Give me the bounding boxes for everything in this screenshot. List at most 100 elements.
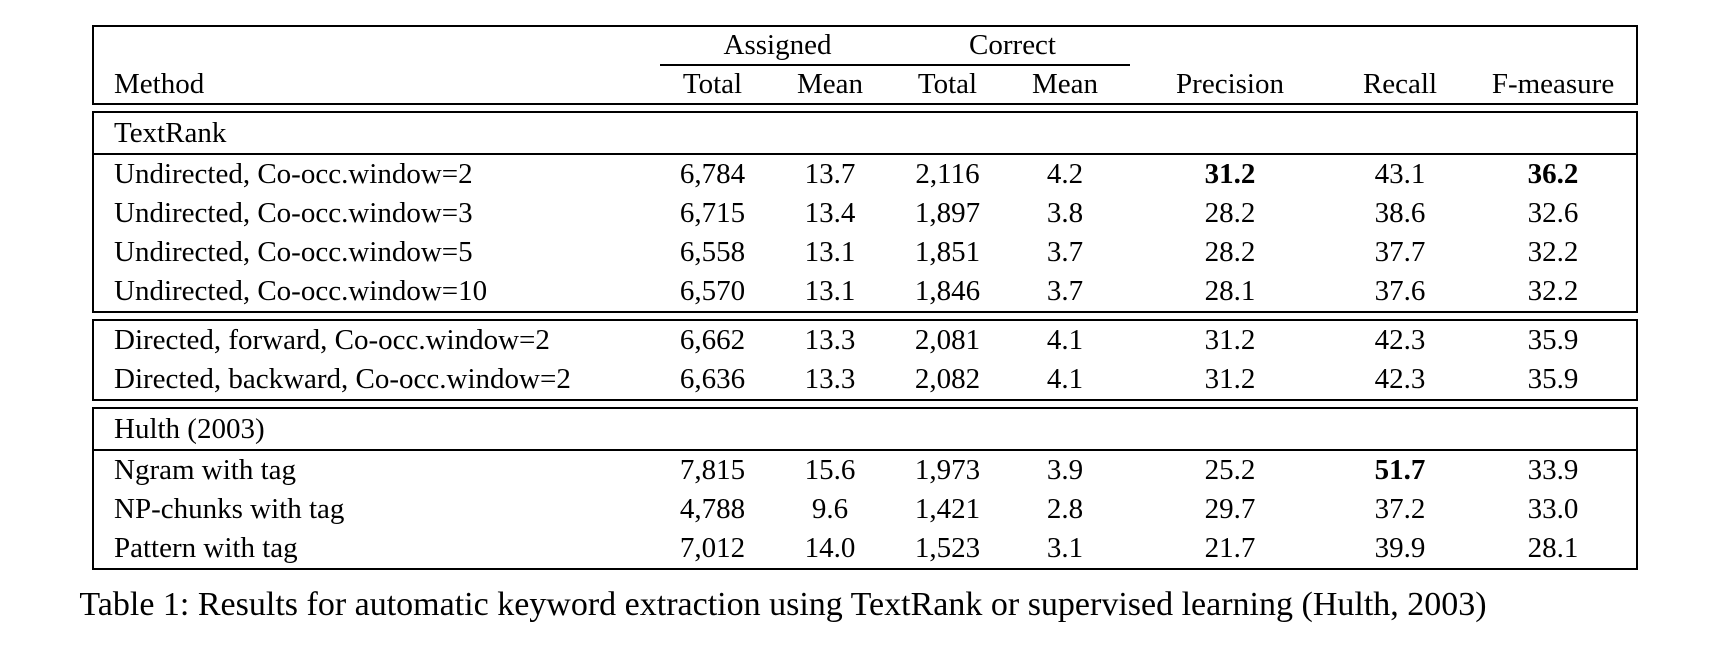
- table-header-box: Assigned Correct Method Total Mean Total…: [92, 25, 1638, 105]
- header-correct-mean: Mean: [1032, 68, 1099, 100]
- assigned-total-cell: 6,558: [679, 236, 746, 268]
- hulth-section-box: Hulth (2003) Ngram with tag 7,815 15.6 1…: [92, 407, 1638, 570]
- f-measure-cell: 35.9: [1527, 363, 1579, 395]
- correct-total-cell: 2,116: [915, 158, 980, 190]
- f-measure-cell: 32.2: [1527, 275, 1579, 307]
- correct-total-cell: 2,082: [914, 363, 981, 395]
- method-cell: Directed, backward, Co-occ.window=2: [114, 363, 571, 395]
- header-spacer: [1470, 27, 1636, 65]
- precision-cell: 28.2: [1204, 197, 1256, 229]
- assigned-mean-cell: 13.1: [804, 236, 856, 268]
- correct-mean-cell: 4.1: [1046, 363, 1084, 395]
- header-assigned-mean: Mean: [796, 68, 864, 100]
- section-label-row: Hulth (2003): [94, 409, 1636, 451]
- header-group-correct: Correct: [895, 27, 1131, 66]
- method-cell: NP-chunks with tag: [114, 493, 345, 525]
- correct-total-cell: 1,897: [914, 197, 981, 229]
- method-cell: Undirected, Co-occ.window=5: [114, 236, 473, 268]
- hulth-table: Hulth (2003) Ngram with tag 7,815 15.6 1…: [94, 409, 1636, 568]
- header-correct-total: Total: [917, 68, 978, 100]
- recall-cell: 51.7: [1374, 454, 1426, 486]
- header-table: Assigned Correct Method Total Mean Total…: [94, 27, 1636, 103]
- correct-total-cell: 1,421: [914, 493, 981, 525]
- assigned-total-cell: 6,784: [679, 158, 746, 190]
- header-f-measure: F-measure: [1491, 67, 1615, 100]
- correct-total-cell: 1,846: [914, 275, 981, 307]
- header-recall: Recall: [1362, 67, 1438, 100]
- correct-mean-cell: 4.1: [1046, 324, 1084, 356]
- table-row: Directed, forward, Co-occ.window=2 6,662…: [94, 321, 1636, 360]
- assigned-total-cell: 4,788: [679, 493, 746, 525]
- assigned-total-cell: 7,012: [679, 532, 746, 564]
- table-caption: Table 1: Results for automatic keyword e…: [79, 586, 1487, 623]
- f-measure-cell: 32.6: [1527, 197, 1579, 229]
- textrank-section-box: TextRank Undirected, Co-occ.window=2 6,7…: [92, 111, 1638, 313]
- header-columns-row: Method Total Mean Total Mean Precision R…: [94, 65, 1636, 103]
- assigned-mean-cell: 13.3: [804, 324, 856, 356]
- precision-cell: 28.1: [1204, 275, 1256, 307]
- assigned-mean-cell: 13.7: [804, 158, 856, 190]
- assigned-mean-cell: 13.1: [804, 275, 856, 307]
- correct-total-cell: 1,851: [914, 236, 981, 268]
- correct-mean-cell: 3.7: [1046, 275, 1084, 307]
- correct-mean-cell: 4.2: [1046, 158, 1084, 190]
- precision-cell: 28.2: [1204, 236, 1256, 268]
- precision-cell: 29.7: [1204, 493, 1256, 525]
- section-label-hulth: Hulth (2003): [94, 409, 1636, 451]
- precision-cell: 31.2: [1204, 363, 1256, 395]
- method-cell: Ngram with tag: [114, 454, 297, 486]
- f-measure-cell: 33.0: [1527, 493, 1579, 525]
- recall-cell: 42.3: [1374, 363, 1426, 395]
- table-row: Undirected, Co-occ.window=10 6,570 13.1 …: [94, 272, 1636, 311]
- assigned-total-cell: 6,662: [679, 324, 746, 356]
- table-row: Directed, backward, Co-occ.window=2 6,63…: [94, 360, 1636, 399]
- directed-table: Directed, forward, Co-occ.window=2 6,662…: [94, 321, 1636, 399]
- assigned-mean-cell: 13.4: [804, 197, 856, 229]
- header-group-assigned: Assigned: [660, 27, 896, 66]
- table-row: Undirected, Co-occ.window=2 6,784 13.7 2…: [94, 154, 1636, 194]
- header-spacer: [1330, 27, 1470, 65]
- assigned-mean-cell: 14.0: [804, 532, 856, 564]
- table-row: Pattern with tag 7,012 14.0 1,523 3.1 21…: [94, 529, 1636, 568]
- assigned-mean-cell: 9.6: [811, 493, 849, 525]
- method-cell: Undirected, Co-occ.window=10: [114, 275, 488, 307]
- header-assigned-total: Total: [682, 68, 743, 100]
- correct-mean-cell: 3.8: [1046, 197, 1084, 229]
- section-label-textrank: TextRank: [94, 113, 1637, 155]
- assigned-mean-cell: 15.6: [804, 454, 856, 486]
- correct-mean-cell: 3.1: [1046, 532, 1084, 564]
- precision-cell: 31.2: [1204, 324, 1256, 356]
- header-spacer: [94, 27, 660, 65]
- correct-total-cell: 1,973: [914, 454, 981, 486]
- correct-total-cell: 1,523: [914, 532, 981, 564]
- method-cell: Undirected, Co-occ.window=2: [114, 158, 473, 190]
- header-group-row: Assigned Correct: [94, 27, 1636, 66]
- header-spacer: [1130, 27, 1330, 65]
- header-precision: Precision: [1176, 67, 1284, 100]
- table-row: Ngram with tag 7,815 15.6 1,973 3.9 25.2…: [94, 450, 1636, 490]
- table-row: Undirected, Co-occ.window=3 6,715 13.4 1…: [94, 194, 1636, 233]
- method-cell: Undirected, Co-occ.window=3: [114, 197, 473, 229]
- method-cell: Pattern with tag: [114, 532, 298, 564]
- recall-cell: 37.2: [1374, 493, 1426, 525]
- method-cell: Directed, forward, Co-occ.window=2: [114, 324, 550, 356]
- recall-cell: 37.7: [1374, 236, 1426, 268]
- f-measure-cell: 32.2: [1527, 236, 1579, 268]
- recall-cell: 37.6: [1374, 275, 1426, 307]
- correct-mean-cell: 3.9: [1046, 454, 1084, 486]
- recall-cell: 43.1: [1374, 158, 1426, 190]
- table-row: Undirected, Co-occ.window=5 6,558 13.1 1…: [94, 233, 1636, 272]
- precision-cell: 25.2: [1204, 454, 1256, 486]
- correct-mean-cell: 2.8: [1046, 493, 1084, 525]
- correct-total-cell: 2,081: [914, 324, 981, 356]
- f-measure-cell: 33.9: [1527, 454, 1579, 486]
- assigned-total-cell: 7,815: [679, 454, 746, 486]
- results-table: Assigned Correct Method Total Mean Total…: [92, 25, 1638, 570]
- f-measure-cell: 36.2: [1527, 158, 1579, 190]
- assigned-total-cell: 6,570: [679, 275, 746, 307]
- precision-cell: 31.2: [1204, 158, 1256, 190]
- header-method: Method: [114, 67, 205, 100]
- recall-cell: 38.6: [1374, 197, 1426, 229]
- f-measure-cell: 28.1: [1527, 532, 1579, 564]
